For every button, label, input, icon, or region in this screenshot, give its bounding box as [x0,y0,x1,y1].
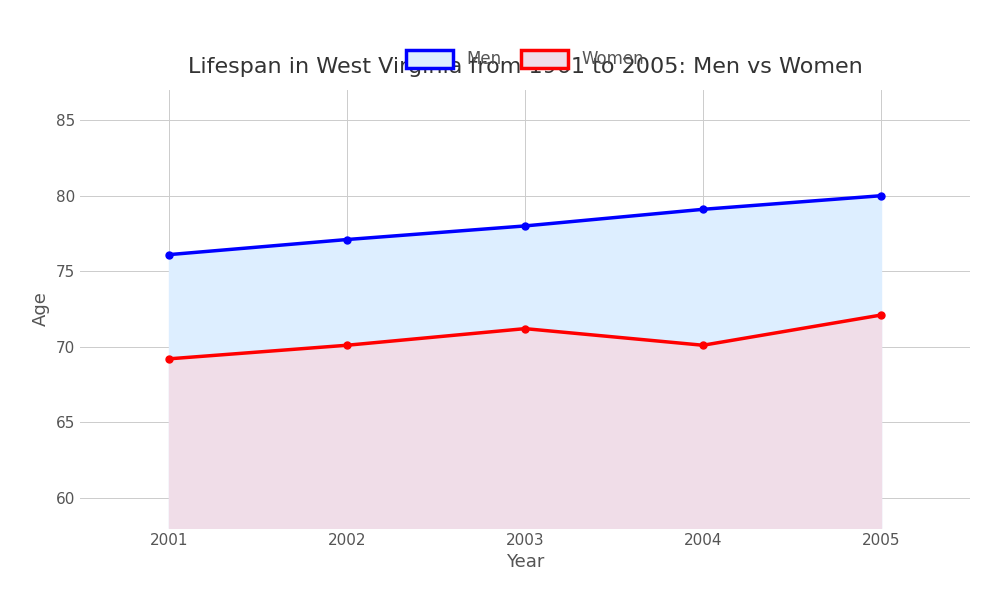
Y-axis label: Age: Age [32,292,50,326]
X-axis label: Year: Year [506,553,544,571]
Title: Lifespan in West Virginia from 1961 to 2005: Men vs Women: Lifespan in West Virginia from 1961 to 2… [188,58,862,77]
Legend: Men, Women: Men, Women [398,41,652,77]
